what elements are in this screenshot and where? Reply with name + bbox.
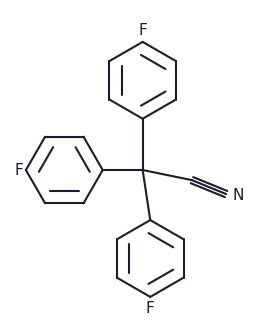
Text: F: F (145, 301, 154, 316)
Text: F: F (138, 23, 147, 38)
Text: N: N (231, 188, 243, 203)
Text: F: F (14, 162, 23, 178)
